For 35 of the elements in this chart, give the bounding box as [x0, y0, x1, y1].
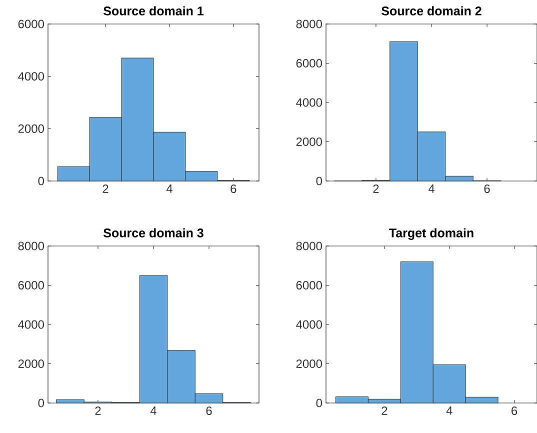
- y-tick-label: 6000: [296, 59, 322, 68]
- x-tick-label: 4: [446, 406, 452, 415]
- y-tick-label: 0: [316, 398, 322, 408]
- chart-title: Source domain 1: [104, 6, 204, 16]
- y-tick-label: 6000: [18, 20, 44, 28]
- y-tick-label: 4000: [296, 320, 322, 329]
- chart-title: Source domain 2: [382, 6, 482, 16]
- y-tick-label: 2000: [18, 124, 44, 133]
- x-tick-label: 2: [102, 184, 108, 193]
- y-tick-label: 2000: [296, 138, 322, 146]
- y-tick-label: 6000: [296, 281, 322, 290]
- x-tick-label: 6: [230, 184, 236, 194]
- y-tick-label: 4000: [18, 72, 44, 81]
- chart-title: Source domain 3: [104, 228, 204, 238]
- x-tick-label: 6: [206, 406, 212, 416]
- y-tick-label: 0: [316, 176, 322, 186]
- x-tick-label: 2: [382, 406, 388, 415]
- x-tick-label: 2: [95, 406, 101, 415]
- chart-title: Target domain: [389, 228, 474, 240]
- x-tick-label: 4: [166, 184, 172, 193]
- x-tick-label: 2: [373, 184, 379, 193]
- y-tick-label: 8000: [296, 242, 322, 250]
- x-tick-label: 6: [512, 406, 518, 416]
- y-tick-label: 8000: [18, 242, 44, 250]
- y-tick-label: 6000: [18, 281, 44, 290]
- y-tick-label: 4000: [18, 320, 44, 329]
- x-tick-label: 4: [150, 406, 156, 415]
- y-tick-label: 0: [38, 398, 44, 408]
- y-tick-label: 2000: [296, 360, 322, 368]
- x-tick-label: 4: [428, 184, 434, 193]
- y-tick-label: 0: [38, 176, 44, 186]
- y-tick-label: 4000: [296, 98, 322, 107]
- y-tick-label: 2000: [18, 360, 44, 368]
- x-tick-label: 6: [484, 184, 490, 194]
- y-tick-label: 8000: [296, 20, 322, 28]
